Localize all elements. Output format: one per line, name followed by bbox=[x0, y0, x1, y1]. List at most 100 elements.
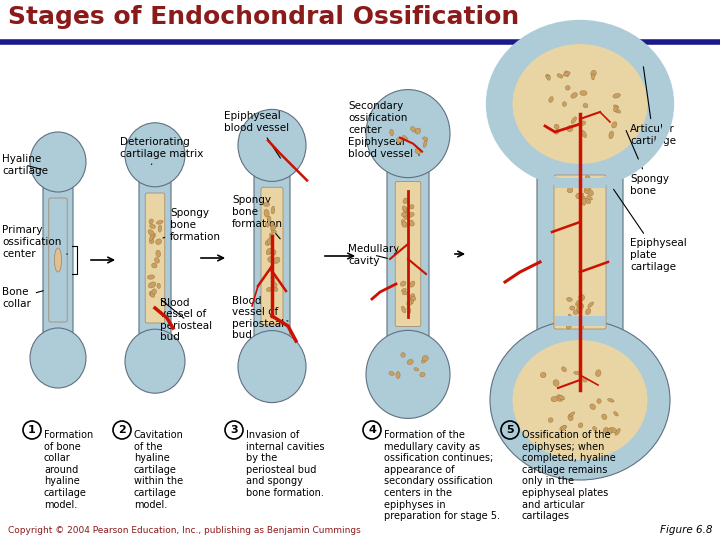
FancyBboxPatch shape bbox=[398, 202, 418, 305]
Ellipse shape bbox=[125, 123, 185, 187]
Text: Hyaline
cartilage: Hyaline cartilage bbox=[2, 154, 48, 176]
Ellipse shape bbox=[576, 193, 581, 199]
Ellipse shape bbox=[402, 292, 408, 295]
Ellipse shape bbox=[577, 306, 582, 312]
Ellipse shape bbox=[607, 428, 612, 434]
Ellipse shape bbox=[389, 372, 395, 375]
Ellipse shape bbox=[580, 193, 584, 198]
Ellipse shape bbox=[402, 206, 407, 211]
Ellipse shape bbox=[274, 257, 280, 264]
Ellipse shape bbox=[570, 318, 575, 323]
Ellipse shape bbox=[402, 222, 407, 227]
Ellipse shape bbox=[271, 249, 276, 255]
Ellipse shape bbox=[557, 74, 563, 78]
Ellipse shape bbox=[591, 70, 596, 77]
Text: Articular
cartilage: Articular cartilage bbox=[630, 67, 676, 146]
Ellipse shape bbox=[152, 263, 157, 268]
Ellipse shape bbox=[30, 328, 86, 388]
Text: Ossification of the
epiphyses; when
completed, hyaline
cartilage remains
only in: Ossification of the epiphyses; when comp… bbox=[522, 430, 616, 521]
Ellipse shape bbox=[30, 132, 86, 192]
Ellipse shape bbox=[571, 93, 577, 98]
Ellipse shape bbox=[423, 355, 428, 361]
Text: Spongy
bone
formation: Spongy bone formation bbox=[163, 208, 221, 241]
Text: Deteriorating
cartilage matrix: Deteriorating cartilage matrix bbox=[120, 137, 203, 165]
Text: Medullary
cavity: Medullary cavity bbox=[348, 244, 400, 266]
Ellipse shape bbox=[269, 266, 274, 271]
Ellipse shape bbox=[408, 360, 413, 365]
Ellipse shape bbox=[580, 121, 586, 125]
Ellipse shape bbox=[588, 302, 593, 307]
Ellipse shape bbox=[271, 230, 276, 233]
Text: Blood
vessel of
periosteal
bud: Blood vessel of periosteal bud bbox=[232, 295, 288, 340]
Ellipse shape bbox=[274, 287, 278, 292]
FancyBboxPatch shape bbox=[555, 316, 605, 326]
FancyBboxPatch shape bbox=[395, 181, 420, 327]
Ellipse shape bbox=[581, 131, 587, 138]
Ellipse shape bbox=[150, 233, 156, 239]
Ellipse shape bbox=[582, 178, 588, 183]
Ellipse shape bbox=[548, 418, 553, 422]
Ellipse shape bbox=[568, 314, 572, 321]
Ellipse shape bbox=[271, 274, 276, 280]
Text: Epiphyseal
plate
cartilage: Epiphyseal plate cartilage bbox=[613, 190, 687, 272]
Text: Epiphyseal
blood vessel: Epiphyseal blood vessel bbox=[224, 111, 289, 158]
Ellipse shape bbox=[402, 288, 406, 292]
Ellipse shape bbox=[613, 411, 618, 416]
FancyBboxPatch shape bbox=[49, 198, 67, 322]
Ellipse shape bbox=[401, 220, 407, 226]
Ellipse shape bbox=[266, 287, 271, 292]
Ellipse shape bbox=[271, 222, 274, 230]
Ellipse shape bbox=[401, 353, 405, 357]
Text: 3: 3 bbox=[230, 425, 238, 435]
Ellipse shape bbox=[396, 372, 400, 379]
Ellipse shape bbox=[590, 404, 595, 409]
Text: Copyright © 2004 Pearson Education, Inc., publishing as Benjamin Cummings: Copyright © 2004 Pearson Education, Inc.… bbox=[8, 526, 361, 535]
Ellipse shape bbox=[158, 225, 162, 232]
Ellipse shape bbox=[577, 303, 584, 308]
Ellipse shape bbox=[615, 110, 621, 113]
Ellipse shape bbox=[409, 220, 414, 226]
Ellipse shape bbox=[407, 300, 412, 306]
Ellipse shape bbox=[267, 249, 271, 254]
Ellipse shape bbox=[268, 256, 273, 262]
Ellipse shape bbox=[562, 367, 567, 372]
Text: 2: 2 bbox=[118, 425, 126, 435]
Ellipse shape bbox=[272, 283, 277, 288]
Ellipse shape bbox=[579, 325, 584, 329]
Ellipse shape bbox=[595, 370, 601, 376]
Ellipse shape bbox=[414, 368, 419, 371]
Ellipse shape bbox=[410, 205, 414, 209]
Ellipse shape bbox=[150, 235, 153, 241]
Text: 1: 1 bbox=[28, 425, 36, 435]
Ellipse shape bbox=[149, 219, 153, 224]
Ellipse shape bbox=[557, 395, 563, 402]
Ellipse shape bbox=[271, 279, 275, 284]
Ellipse shape bbox=[415, 148, 421, 154]
Ellipse shape bbox=[559, 395, 564, 400]
Ellipse shape bbox=[567, 187, 573, 193]
Ellipse shape bbox=[410, 294, 415, 300]
Text: Stages of Endochondral Ossification: Stages of Endochondral Ossification bbox=[8, 5, 519, 29]
Ellipse shape bbox=[608, 399, 614, 402]
Ellipse shape bbox=[613, 105, 618, 109]
Ellipse shape bbox=[420, 372, 425, 377]
Ellipse shape bbox=[55, 248, 62, 272]
Ellipse shape bbox=[577, 179, 585, 183]
Ellipse shape bbox=[571, 117, 577, 124]
Ellipse shape bbox=[609, 131, 613, 139]
Ellipse shape bbox=[411, 296, 415, 301]
Text: Primary
ossification
center: Primary ossification center bbox=[2, 225, 68, 259]
Ellipse shape bbox=[155, 258, 159, 263]
Ellipse shape bbox=[610, 427, 616, 433]
Text: Secondary
ossification
center: Secondary ossification center bbox=[348, 102, 408, 141]
Ellipse shape bbox=[568, 414, 573, 421]
Ellipse shape bbox=[587, 195, 593, 200]
Ellipse shape bbox=[157, 283, 161, 288]
Ellipse shape bbox=[265, 240, 270, 246]
Text: 5: 5 bbox=[506, 425, 514, 435]
Ellipse shape bbox=[602, 414, 607, 420]
Ellipse shape bbox=[567, 298, 572, 301]
Ellipse shape bbox=[561, 426, 567, 431]
Ellipse shape bbox=[577, 309, 582, 314]
Ellipse shape bbox=[593, 427, 597, 431]
